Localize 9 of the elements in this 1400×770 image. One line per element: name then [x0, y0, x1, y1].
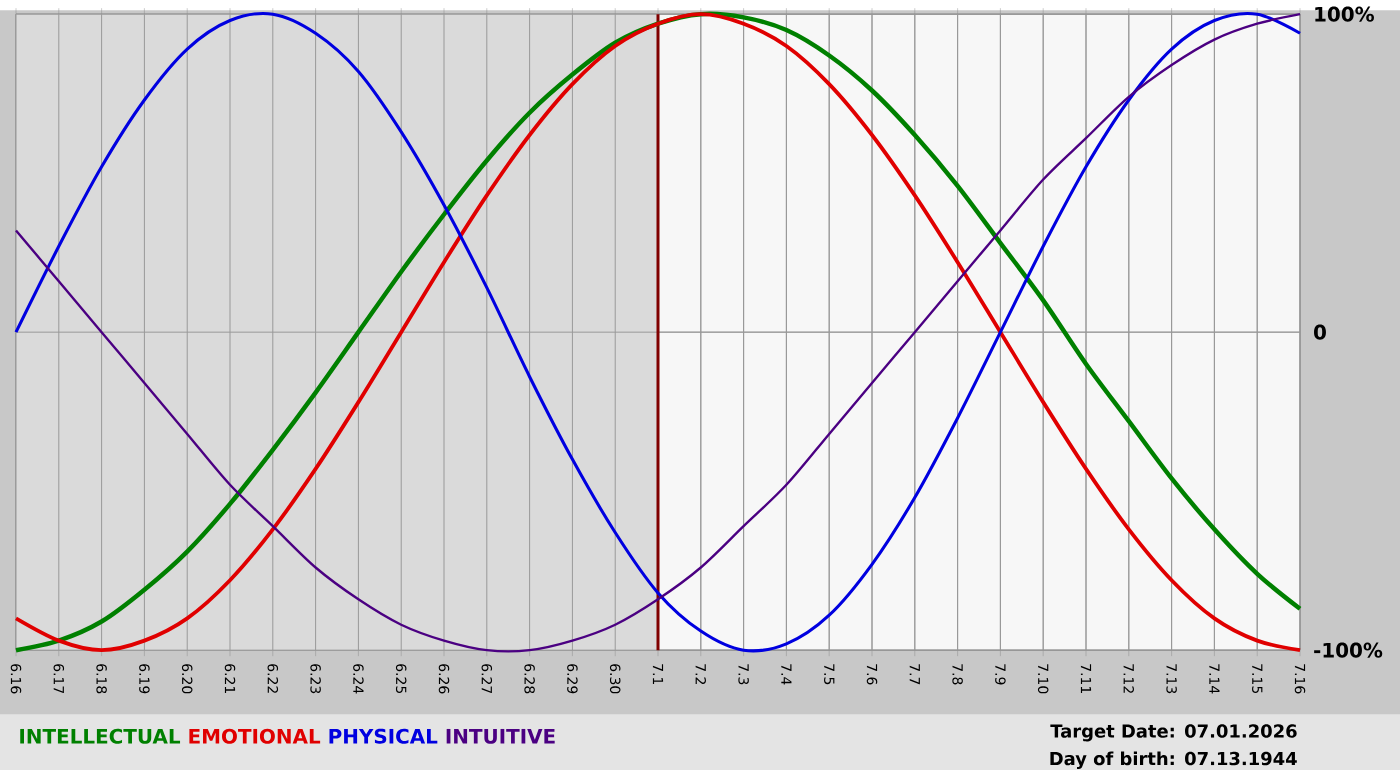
- text: Target Date: 07.01.2026: [1050, 723, 1297, 741]
- text: INTUITIVE: [446, 728, 555, 744]
- text: PHYSICAL: [329, 728, 438, 744]
- text: Day of birth: 07.13.1944: [1050, 750, 1297, 769]
- y-tick-label: 100%: [1315, 6, 1374, 22]
- text: INTELLECTUAL: [20, 728, 181, 744]
- text: EMOTIONAL: [189, 728, 321, 744]
- y-tick-label: -100%: [1314, 642, 1383, 658]
- y-tick-label: 0: [1314, 324, 1326, 340]
